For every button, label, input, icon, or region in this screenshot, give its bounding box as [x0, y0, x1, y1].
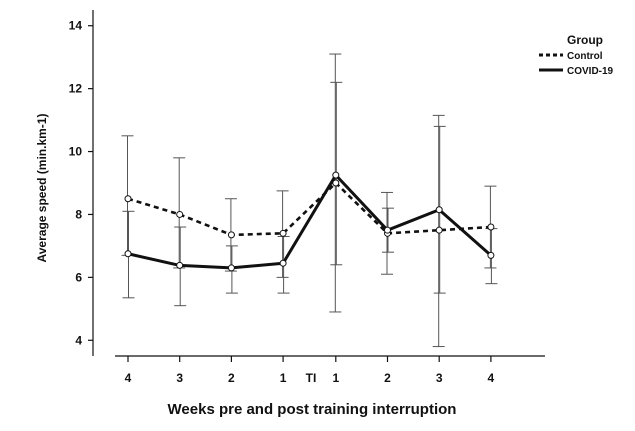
data-point-control [487, 223, 495, 231]
data-point-covid-19 [487, 251, 495, 259]
legend-label-control: Control [567, 51, 603, 62]
axes [88, 10, 545, 362]
x-axis-title: Weeks pre and post training interruption [168, 401, 457, 418]
series-lines [127, 173, 492, 270]
legend-title: Group [567, 33, 603, 47]
data-point-control [435, 226, 443, 234]
y-tick-label: 14 [69, 19, 83, 33]
y-tick-label: 12 [69, 82, 83, 96]
data-point-control [124, 195, 132, 203]
y-tick-label: 10 [69, 145, 83, 159]
x-tick-label: 3 [436, 371, 443, 385]
data-point-control [332, 179, 340, 187]
x-tick-label: 4 [488, 371, 495, 385]
y-axis-title: Average speed (min.km-1) [35, 114, 49, 263]
error-bars [121, 53, 498, 348]
data-point-covid-19 [384, 226, 391, 234]
data-point-covid-19 [176, 261, 184, 269]
x-tick-label: 1 [332, 371, 339, 385]
series-line-control [127, 181, 491, 237]
data-point-control [227, 231, 235, 239]
data-point-covid-19 [332, 171, 340, 179]
data-point-control [176, 210, 184, 218]
data-point-covid-19 [227, 264, 235, 272]
x-tick-label: 2 [228, 371, 235, 385]
data-point-covid-19 [435, 206, 443, 214]
data-point-covid-19 [124, 250, 132, 258]
y-tick-label: 8 [75, 207, 82, 221]
data-point-covid-19 [279, 259, 287, 267]
y-tick-label: 4 [75, 333, 82, 347]
legend: Group Control COVID-19 [539, 33, 614, 77]
x-tick-label: 1 [280, 371, 287, 385]
ti-annotation: TI [306, 371, 317, 385]
x-tick-label: 2 [384, 371, 391, 385]
y-tick-label: 6 [75, 270, 82, 284]
x-tick-label: 3 [176, 371, 183, 385]
data-points [124, 171, 495, 272]
legend-label-covid: COVID-19 [567, 66, 614, 77]
data-point-control [279, 229, 287, 237]
x-tick-label: 4 [125, 371, 132, 385]
series-line-covid-19 [127, 173, 492, 270]
